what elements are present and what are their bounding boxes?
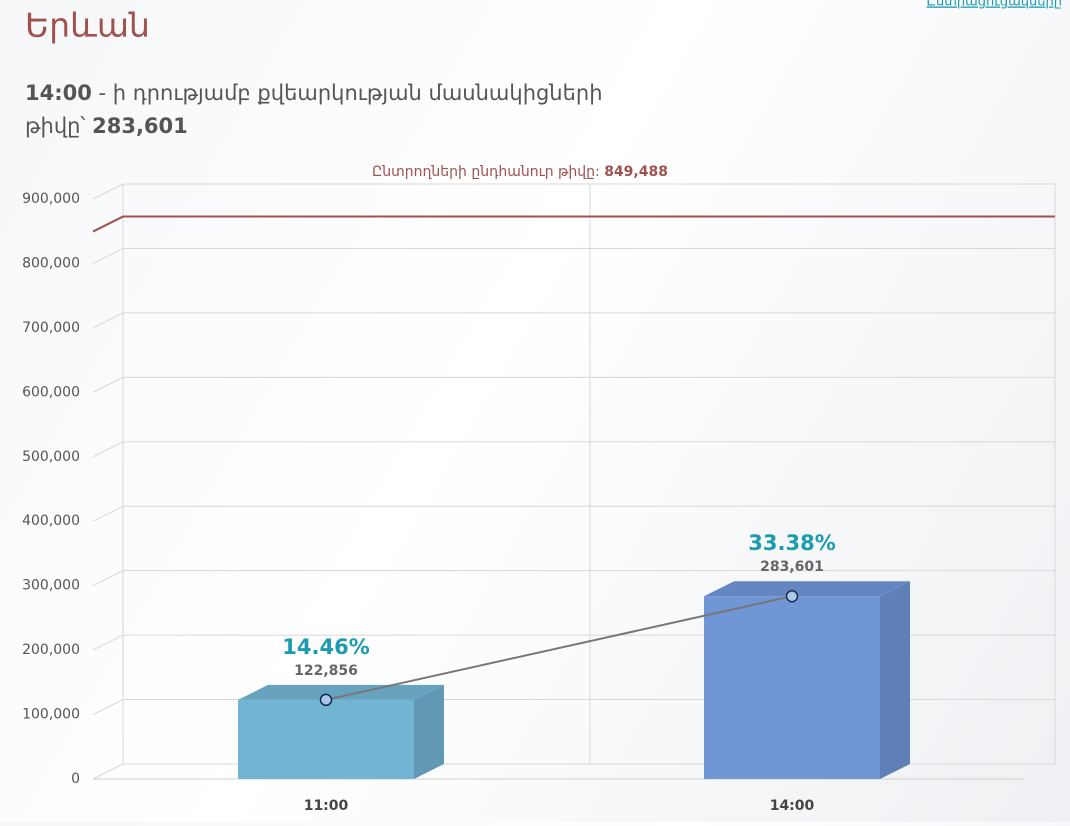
- value-label: 122,856: [294, 663, 358, 679]
- subtitle-text: - ի դրությամբ քվեարկության մասնակիցների: [92, 81, 603, 105]
- subtitle-count: 283,601: [92, 114, 188, 138]
- link[interactable]: Ընտրացուցակները: [926, 0, 1062, 10]
- grid-line: [92, 441, 1055, 458]
- y-tick-label: 200,000: [22, 642, 80, 658]
- subtitle-line2: թիվը՝ 283,601: [25, 114, 188, 138]
- y-tick-label: 400,000: [22, 513, 80, 529]
- value-label: 283,601: [760, 559, 824, 575]
- y-tick-label: 500,000: [22, 449, 80, 465]
- reference-label: Ընտրողների ընդհանուր թիվը: 849,488: [372, 164, 668, 180]
- trend-line: [325, 595, 793, 701]
- grid-line: [92, 763, 1055, 780]
- bar-side: [414, 684, 444, 779]
- bar: [238, 699, 414, 779]
- trend-marker: [319, 693, 333, 707]
- bar-top: [704, 581, 910, 597]
- trend-marker: [785, 589, 799, 603]
- grid-line: [92, 376, 1055, 393]
- grid-line: [92, 247, 1055, 264]
- bar-top: [238, 684, 444, 700]
- y-tick-label: 600,000: [22, 384, 80, 400]
- grid-line: [92, 634, 1055, 651]
- grid-line: [92, 312, 1055, 329]
- reference-line: [92, 215, 1055, 233]
- bar: [704, 596, 880, 779]
- reference-label-value: 849,488: [604, 164, 668, 180]
- grid-line: [92, 505, 1055, 522]
- y-tick-label: 900,000: [22, 191, 80, 207]
- grid-line: [92, 570, 1055, 587]
- x-tick-label: 14:00: [770, 798, 815, 814]
- y-tick-label: 300,000: [22, 578, 80, 594]
- y-tick-label: 100,000: [22, 707, 80, 723]
- subtitle-text2: թիվը՝: [25, 114, 92, 138]
- grid-line: [92, 699, 1055, 716]
- percent-label: 14.46%: [282, 635, 369, 659]
- reference-label-text: Ընտրողների ընդհանուր թիվը:: [372, 164, 604, 180]
- percent-label: 33.38%: [748, 531, 835, 555]
- grid-line: [92, 183, 1055, 200]
- y-tick-label: 800,000: [22, 255, 80, 271]
- subtitle: 14:00 - ի դրությամբ քվեարկության մասնակի…: [25, 81, 603, 105]
- bar-side: [880, 581, 910, 779]
- y-tick-label: 700,000: [22, 320, 80, 336]
- page-title: Երևան: [25, 6, 150, 45]
- y-tick-label: 0: [71, 771, 80, 787]
- subtitle-time: 14:00: [25, 81, 92, 105]
- x-tick-label: 11:00: [304, 798, 349, 814]
